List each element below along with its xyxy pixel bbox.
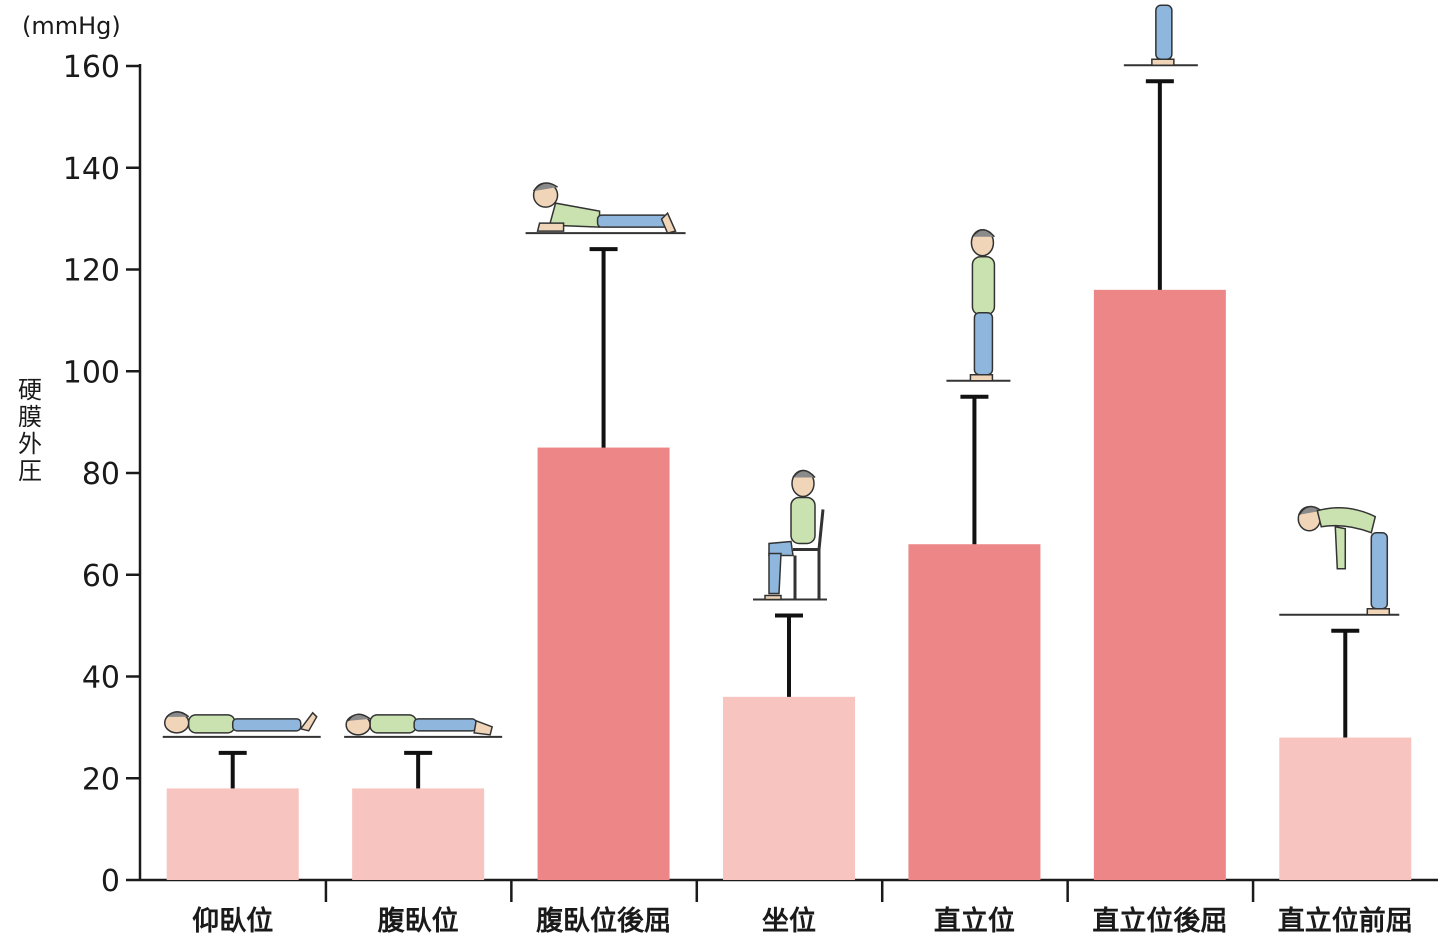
bar <box>1093 289 1226 881</box>
y-tick-label: 140 <box>63 152 120 187</box>
error-bars <box>218 79 1360 789</box>
prone-extension-person-icon <box>525 182 686 235</box>
y-tick-label: 60 <box>82 559 120 594</box>
bars <box>166 289 1412 881</box>
x-tick-label: 直立位 <box>934 905 1015 937</box>
x-tick-label: 腹臥位後屈 <box>535 905 671 937</box>
x-tick-labels: 仰臥位 腹臥位 腹臥位後屈 坐位 直立位 直立位後屈 直立位前屈 <box>192 905 1413 937</box>
x-tick-label: 腹臥位 <box>377 905 459 937</box>
bar <box>537 447 670 880</box>
lying-prone-person-icon <box>344 713 503 738</box>
bar <box>908 544 1041 880</box>
y-unit-label: (mmHg) <box>22 12 121 40</box>
x-tick-label: 坐位 <box>762 905 816 937</box>
standing-flexion-person-icon <box>1279 505 1400 616</box>
y-tick-label: 20 <box>82 762 120 797</box>
y-axis-title: 硬膜外圧 <box>18 376 42 485</box>
y-tick-label: 80 <box>82 457 120 492</box>
x-tick-label: 直立位後屈 <box>1092 905 1227 937</box>
y-tick-label: 160 <box>63 50 120 85</box>
bar <box>1279 737 1412 880</box>
y-tick-label: 40 <box>82 661 120 696</box>
lying-supine-person-icon <box>162 711 321 738</box>
bar <box>723 696 855 880</box>
x-tick-label: 直立位前屈 <box>1278 905 1413 937</box>
seated-person-icon <box>753 469 827 601</box>
y-tick-label: 100 <box>63 355 120 390</box>
x-tick-label: 仰臥位 <box>192 905 273 937</box>
standing-extension-person-icon <box>1123 4 1198 67</box>
y-tick-label: 0 <box>101 864 120 899</box>
standing-person-icon <box>946 228 1011 382</box>
y-tick-label: 120 <box>63 254 120 289</box>
bar <box>352 788 485 880</box>
bar <box>166 788 299 880</box>
figures <box>162 4 1400 738</box>
